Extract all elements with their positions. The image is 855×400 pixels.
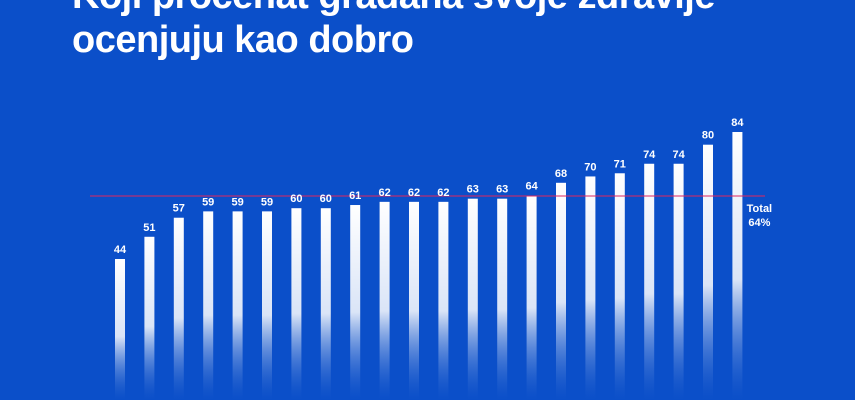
bar-12 (438, 201, 449, 400)
bars-group (115, 132, 743, 400)
bar-2 (144, 236, 155, 400)
title-line-1: Koji procenat građana svoje zdravlje (72, 0, 715, 18)
bar-value-label-18: 71 (614, 158, 626, 170)
bar-value-label-1: 44 (114, 244, 127, 256)
bar-value-label-22: 84 (731, 117, 744, 129)
bar-value-label-21: 80 (702, 130, 714, 142)
bar-21 (703, 144, 713, 400)
value-labels-group: 44 51 57 59 59 59 60 60 61 62 62 62 63 63 64 68 70 71 74 74… (114, 117, 745, 256)
bar-10 (379, 201, 390, 400)
bar-value-label-11: 62 (408, 187, 420, 199)
bar-value-label-2: 51 (143, 222, 155, 234)
bar-8 (320, 208, 331, 400)
bar-22 (732, 132, 743, 400)
bar-3 (173, 217, 184, 400)
bar-value-label-17: 70 (584, 161, 596, 173)
bar-value-label-4: 59 (202, 196, 214, 208)
bar-value-label-15: 64 (525, 181, 538, 193)
bar-value-label-8: 60 (320, 193, 332, 205)
title-line-2: ocenjuju kao dobro (72, 19, 414, 61)
bar-20 (673, 163, 684, 400)
bar-value-label-5: 59 (231, 196, 243, 208)
bar-7 (291, 208, 302, 400)
bar-value-label-12: 62 (437, 187, 449, 199)
bar-value-label-3: 57 (173, 203, 185, 215)
bar-13 (467, 198, 478, 400)
bar-1 (115, 259, 125, 400)
bar-18 (614, 173, 625, 400)
bar-value-label-20: 74 (672, 149, 685, 161)
bar-15 (526, 195, 537, 400)
bar-value-label-10: 62 (378, 187, 390, 199)
bar-4 (203, 211, 214, 400)
bar-value-label-19: 74 (643, 149, 656, 161)
bar-14 (497, 198, 508, 400)
bar-19 (644, 163, 655, 400)
bar-value-label-7: 60 (290, 193, 302, 205)
bar-value-label-14: 63 (496, 184, 508, 196)
bar-value-label-13: 63 (467, 184, 479, 196)
bar-value-label-16: 68 (555, 168, 567, 180)
total-label: Total (747, 203, 772, 215)
chart-title: Koji procenat građana svoje zdravlje oce… (72, 0, 715, 62)
bar-11 (409, 201, 419, 400)
total-value-label: 64% (748, 217, 770, 229)
bar-value-label-9: 61 (349, 190, 361, 202)
bar-6 (262, 211, 272, 400)
bar-5 (232, 211, 243, 400)
bar-value-label-6: 59 (261, 196, 273, 208)
bar-9 (350, 205, 361, 400)
bar-16 (556, 182, 566, 400)
bar-17 (585, 176, 596, 400)
